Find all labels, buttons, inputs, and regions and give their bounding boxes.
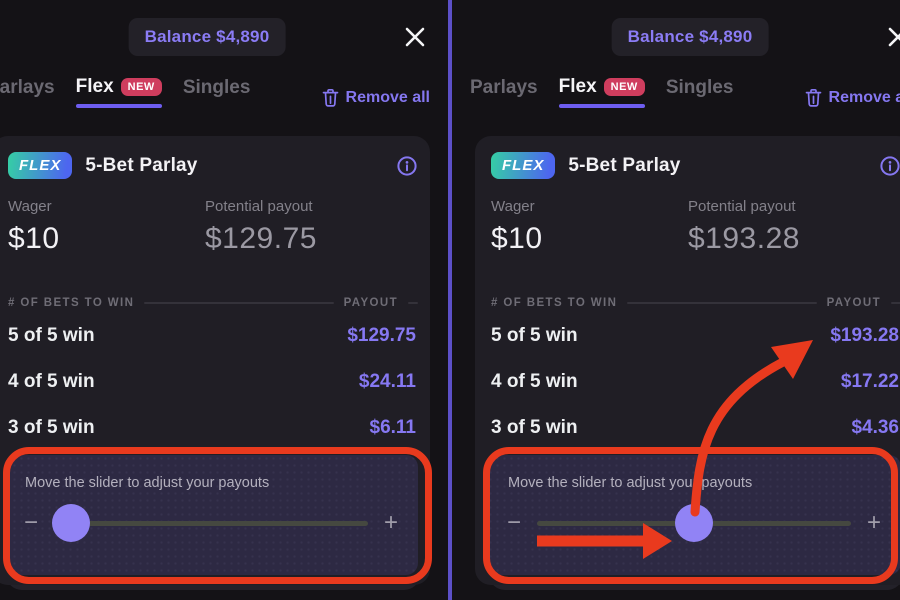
payout-slider-panel: Move the slider to adjust your payouts −… — [4, 455, 418, 575]
row-label: 4 of 5 win — [8, 371, 95, 392]
header-divider-end — [408, 302, 418, 304]
bet-type-tabs: Parlays Flex NEW Singles — [0, 76, 251, 108]
card-title: 5-Bet Parlay — [568, 154, 681, 176]
payout-table-header: # OF BETS TO WIN PAYOUT — [8, 297, 418, 309]
tab-flex-label: Flex — [558, 76, 597, 97]
close-icon — [888, 27, 900, 47]
wager-stat: Wager $10 — [8, 198, 60, 256]
wager-stat: Wager $10 — [491, 198, 543, 256]
info-button[interactable] — [396, 155, 418, 177]
active-tab-underline — [558, 104, 645, 108]
tab-singles[interactable]: Singles — [665, 77, 734, 98]
slider-hint: Move the slider to adjust your payouts — [508, 475, 753, 491]
slider-row: − + — [22, 503, 400, 543]
col-bets-to-win: # OF BETS TO WIN — [8, 297, 135, 309]
panel-content: Balance $4,890 Parlays Flex NEW Singles — [455, 0, 900, 600]
bet-slip-panel-before: Balance $4,890 Parlays Flex NEW Singles — [0, 0, 442, 600]
header-divider-line — [144, 302, 334, 304]
row-label: 5 of 5 win — [8, 325, 95, 346]
info-button[interactable] — [879, 155, 900, 177]
remove-all-label: Remove all — [828, 88, 900, 106]
row-value: $6.11 — [369, 417, 417, 438]
flex-badge: FLEX — [491, 152, 556, 179]
tab-parlays[interactable]: Parlays — [0, 77, 55, 98]
row-value: $193.28 — [830, 325, 899, 346]
header-divider-line — [627, 302, 817, 304]
parlay-card: FLEX 5-Bet Parlay Wager $10 Po — [475, 136, 900, 585]
card-header: FLEX 5-Bet Parlay — [8, 152, 418, 179]
col-payout: PAYOUT — [343, 297, 398, 309]
potential-payout-value: $129.75 — [205, 222, 317, 255]
bet-slip-panel-after: Balance $4,890 Parlays Flex NEW Singles — [450, 0, 900, 600]
info-icon — [880, 155, 900, 176]
row-value: $4.36 — [851, 417, 899, 438]
wager-value: $10 — [491, 222, 543, 255]
tab-singles[interactable]: Singles — [182, 77, 251, 98]
potential-payout-value: $193.28 — [688, 222, 800, 255]
flex-badge: FLEX — [8, 152, 73, 179]
card-title: 5-Bet Parlay — [85, 154, 198, 176]
new-badge: NEW — [603, 78, 645, 96]
close-button[interactable] — [403, 25, 427, 49]
header-divider-end — [891, 302, 900, 304]
bet-type-tabs: Parlays Flex NEW Singles — [470, 76, 734, 108]
slider-increase-button[interactable]: + — [383, 509, 398, 536]
slider-decrease-button[interactable]: − — [23, 509, 38, 536]
row-label: 3 of 5 win — [491, 417, 578, 438]
remove-all-button[interactable]: Remove all — [322, 88, 430, 107]
info-icon — [397, 155, 417, 176]
row-label: 3 of 5 win — [8, 417, 95, 438]
card-header: FLEX 5-Bet Parlay — [491, 152, 900, 179]
panel-divider — [448, 0, 452, 600]
payout-slider-thumb[interactable] — [52, 504, 91, 542]
slider-hint: Move the slider to adjust your payouts — [25, 475, 270, 491]
active-tab-underline — [75, 104, 162, 108]
parlay-card: FLEX 5-Bet Parlay Wager $10 Po — [0, 136, 430, 585]
row-value: $24.11 — [358, 371, 416, 392]
slider-row: − + — [505, 503, 883, 543]
payout-row: 4 of 5 win $24.11 — [8, 371, 416, 393]
tab-flex-label: Flex — [75, 76, 114, 97]
slider-increase-button[interactable]: + — [866, 509, 881, 536]
col-bets-to-win: # OF BETS TO WIN — [491, 297, 618, 309]
payout-row: 3 of 5 win $4.36 — [491, 417, 899, 439]
row-label: 4 of 5 win — [491, 371, 578, 392]
remove-all-button[interactable]: Remove all — [805, 88, 900, 107]
payout-slider-track[interactable] — [52, 504, 368, 542]
tab-parlays[interactable]: Parlays — [470, 77, 538, 98]
remove-all-label: Remove all — [345, 88, 430, 106]
close-button[interactable] — [886, 25, 900, 49]
payout-slider-track[interactable] — [537, 504, 851, 542]
trash-icon — [805, 88, 821, 107]
balance-chip: Balance $4,890 — [611, 18, 769, 56]
tab-flex[interactable]: Flex NEW — [558, 76, 645, 108]
wager-label: Wager — [8, 198, 52, 215]
payout-table-header: # OF BETS TO WIN PAYOUT — [491, 297, 900, 309]
payout-row: 5 of 5 win $193.28 — [491, 325, 899, 347]
balance-chip: Balance $4,890 — [128, 18, 286, 56]
potential-payout-label: Potential payout — [205, 198, 313, 215]
potential-payout-label: Potential payout — [688, 198, 796, 215]
new-badge: NEW — [120, 78, 162, 96]
close-icon — [405, 27, 425, 47]
potential-payout-stat: Potential payout $193.28 — [688, 198, 800, 256]
payout-row: 4 of 5 win $17.22 — [491, 371, 899, 393]
row-label: 5 of 5 win — [491, 325, 578, 346]
payout-slider-thumb[interactable] — [675, 504, 713, 542]
tab-flex[interactable]: Flex NEW — [75, 76, 162, 108]
payout-row: 5 of 5 win $129.75 — [8, 325, 416, 347]
panel-content: Balance $4,890 Parlays Flex NEW Singles — [0, 0, 442, 600]
col-payout: PAYOUT — [826, 297, 881, 309]
payout-row: 3 of 5 win $6.11 — [8, 417, 416, 439]
potential-payout-stat: Potential payout $129.75 — [205, 198, 317, 256]
slider-decrease-button[interactable]: − — [506, 509, 521, 536]
wager-label: Wager — [491, 198, 535, 215]
payout-slider-panel: Move the slider to adjust your payouts −… — [487, 455, 900, 575]
row-value: $17.22 — [840, 371, 899, 392]
wager-value: $10 — [8, 222, 60, 255]
row-value: $129.75 — [347, 325, 416, 346]
trash-icon — [322, 88, 338, 107]
